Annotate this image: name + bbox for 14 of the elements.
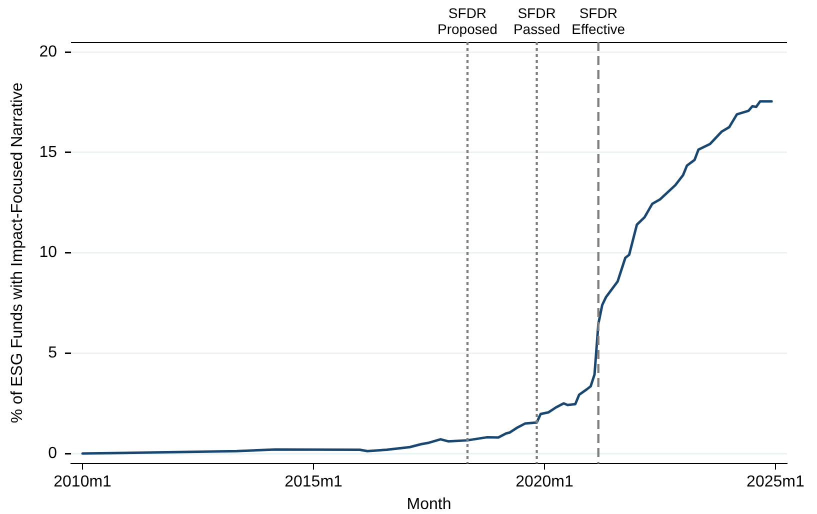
x-tick-label: 2015m1	[284, 474, 343, 491]
y-tick-label: 15	[39, 144, 58, 161]
y-tick-label: 10	[39, 244, 58, 262]
y-tick-label: 20	[39, 43, 58, 60]
ref-line-label: SFDR Proposed	[438, 4, 498, 37]
y-axis-title: % of ESG Funds with Impact-Focused Narrative	[9, 82, 26, 424]
ref-line-label: SFDR Passed	[513, 4, 560, 37]
y-tick-label: 0	[48, 444, 58, 462]
x-tick-label: 2025m1	[746, 474, 804, 491]
x-tick-label: 2020m1	[516, 474, 574, 491]
y-tick-label: 5	[48, 344, 58, 362]
ref-line-label: SFDR Effective	[572, 4, 626, 37]
x-tick-label: 2010m1	[54, 474, 112, 491]
x-axis-title: Month	[406, 496, 452, 513]
